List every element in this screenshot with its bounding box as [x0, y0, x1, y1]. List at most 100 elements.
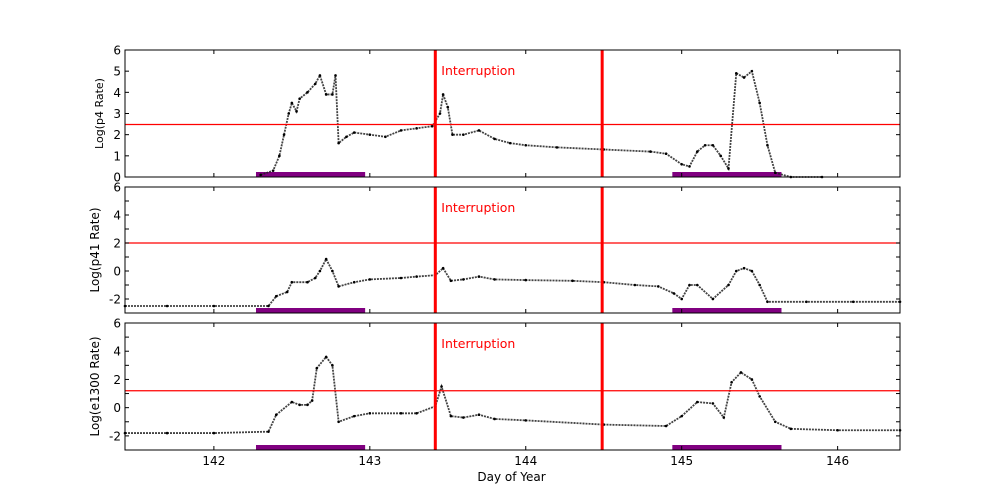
data-point: [441, 93, 445, 96]
data-point: [306, 280, 309, 284]
y-tick-label: 1: [113, 149, 121, 163]
axes-frame: [124, 322, 901, 451]
data-point: [722, 416, 726, 419]
y-tick-label: 4: [113, 209, 121, 223]
data-point: [324, 355, 328, 359]
data-point: [664, 152, 668, 156]
data-point: [212, 431, 216, 435]
data-point: [290, 280, 294, 284]
data-point: [337, 285, 340, 288]
data-point: [493, 417, 496, 421]
data-point: [734, 71, 738, 75]
data-point: [555, 146, 559, 149]
data-point: [306, 403, 309, 407]
data-point: [524, 278, 528, 282]
data-point: [633, 283, 637, 287]
data-point: [271, 169, 275, 172]
y-tick-label: 0: [113, 401, 121, 415]
data-point: [524, 419, 528, 422]
data-point: [415, 275, 418, 278]
data-point: [324, 257, 328, 261]
y-tick-label: 6: [113, 44, 121, 58]
y-tick-label: 6: [113, 181, 121, 195]
data-point: [352, 280, 356, 284]
data-point: [285, 290, 289, 294]
data-point: [165, 304, 169, 308]
data-point: [295, 110, 298, 113]
x-tick-label: 146: [826, 454, 849, 468]
data-point: [493, 137, 496, 141]
x-tick-label: 143: [358, 454, 381, 468]
data-point: [750, 69, 754, 73]
data-point: [462, 416, 465, 419]
data-point: [441, 266, 445, 270]
data-point: [758, 283, 761, 287]
y-tick-label: -2: [109, 429, 121, 443]
data-point: [331, 269, 334, 273]
data-point: [430, 124, 434, 128]
data-point: [287, 112, 291, 115]
data-point: [711, 297, 715, 301]
data-point: [750, 269, 754, 273]
data-point: [851, 300, 855, 304]
highlight-span: [255, 172, 366, 177]
data-point: [274, 294, 278, 298]
data-point: [680, 297, 683, 301]
data-point: [727, 167, 730, 170]
data-point: [680, 414, 683, 418]
data-point: [477, 413, 481, 417]
data-point: [742, 76, 746, 79]
data-point: [766, 300, 769, 304]
data-point: [324, 93, 328, 96]
data-point: [267, 304, 270, 308]
data-point: [331, 364, 334, 367]
data-point: [477, 275, 481, 278]
data-point: [298, 97, 301, 100]
y-axis-label: Log(e1300 Rate): [88, 336, 102, 436]
data-point: [446, 105, 450, 109]
data-point: [688, 165, 691, 168]
panel-1: Interruption 0 1 2 3 4 5 6 Log(p4 Rate): [93, 44, 901, 185]
data-point: [664, 424, 668, 428]
highlight-span: [255, 308, 366, 313]
data-point: [310, 399, 314, 402]
data-point: [334, 74, 337, 77]
data-point: [306, 91, 309, 94]
data-point: [742, 266, 746, 270]
data-point: [318, 74, 322, 77]
data-point: [695, 283, 699, 287]
data-point: [449, 414, 453, 418]
data-point: [524, 143, 528, 147]
data-point: [719, 154, 722, 158]
highlight-span: [672, 308, 782, 313]
data-point: [165, 431, 169, 435]
y-tick-label: -2: [109, 293, 121, 307]
data-point: [267, 430, 270, 433]
interruption-label: Interruption: [441, 63, 515, 78]
data-point: [695, 400, 699, 404]
data-series-line: [260, 69, 823, 178]
highlight-span: [672, 172, 782, 177]
y-tick-label: 2: [113, 128, 121, 142]
data-point: [739, 371, 743, 374]
y-axis-label: Log(p4 Rate): [93, 78, 106, 149]
data-point: [789, 427, 793, 431]
highlight-span: [672, 445, 782, 450]
data-point: [440, 385, 443, 388]
y-tick-label: 3: [113, 107, 121, 121]
data-point: [773, 171, 777, 175]
data-point: [656, 285, 660, 288]
data-point: [352, 131, 356, 134]
data-point: [274, 413, 278, 417]
y-tick-label: 0: [113, 171, 121, 185]
data-point: [711, 402, 715, 405]
data-point: [345, 135, 348, 139]
data-point: [730, 380, 733, 384]
data-point: [259, 173, 262, 177]
interruption-label: Interruption: [441, 336, 515, 351]
data-point: [836, 428, 839, 432]
data-point: [773, 420, 777, 424]
data-point: [766, 143, 769, 147]
data-point: [337, 141, 340, 145]
data-point: [680, 163, 683, 166]
